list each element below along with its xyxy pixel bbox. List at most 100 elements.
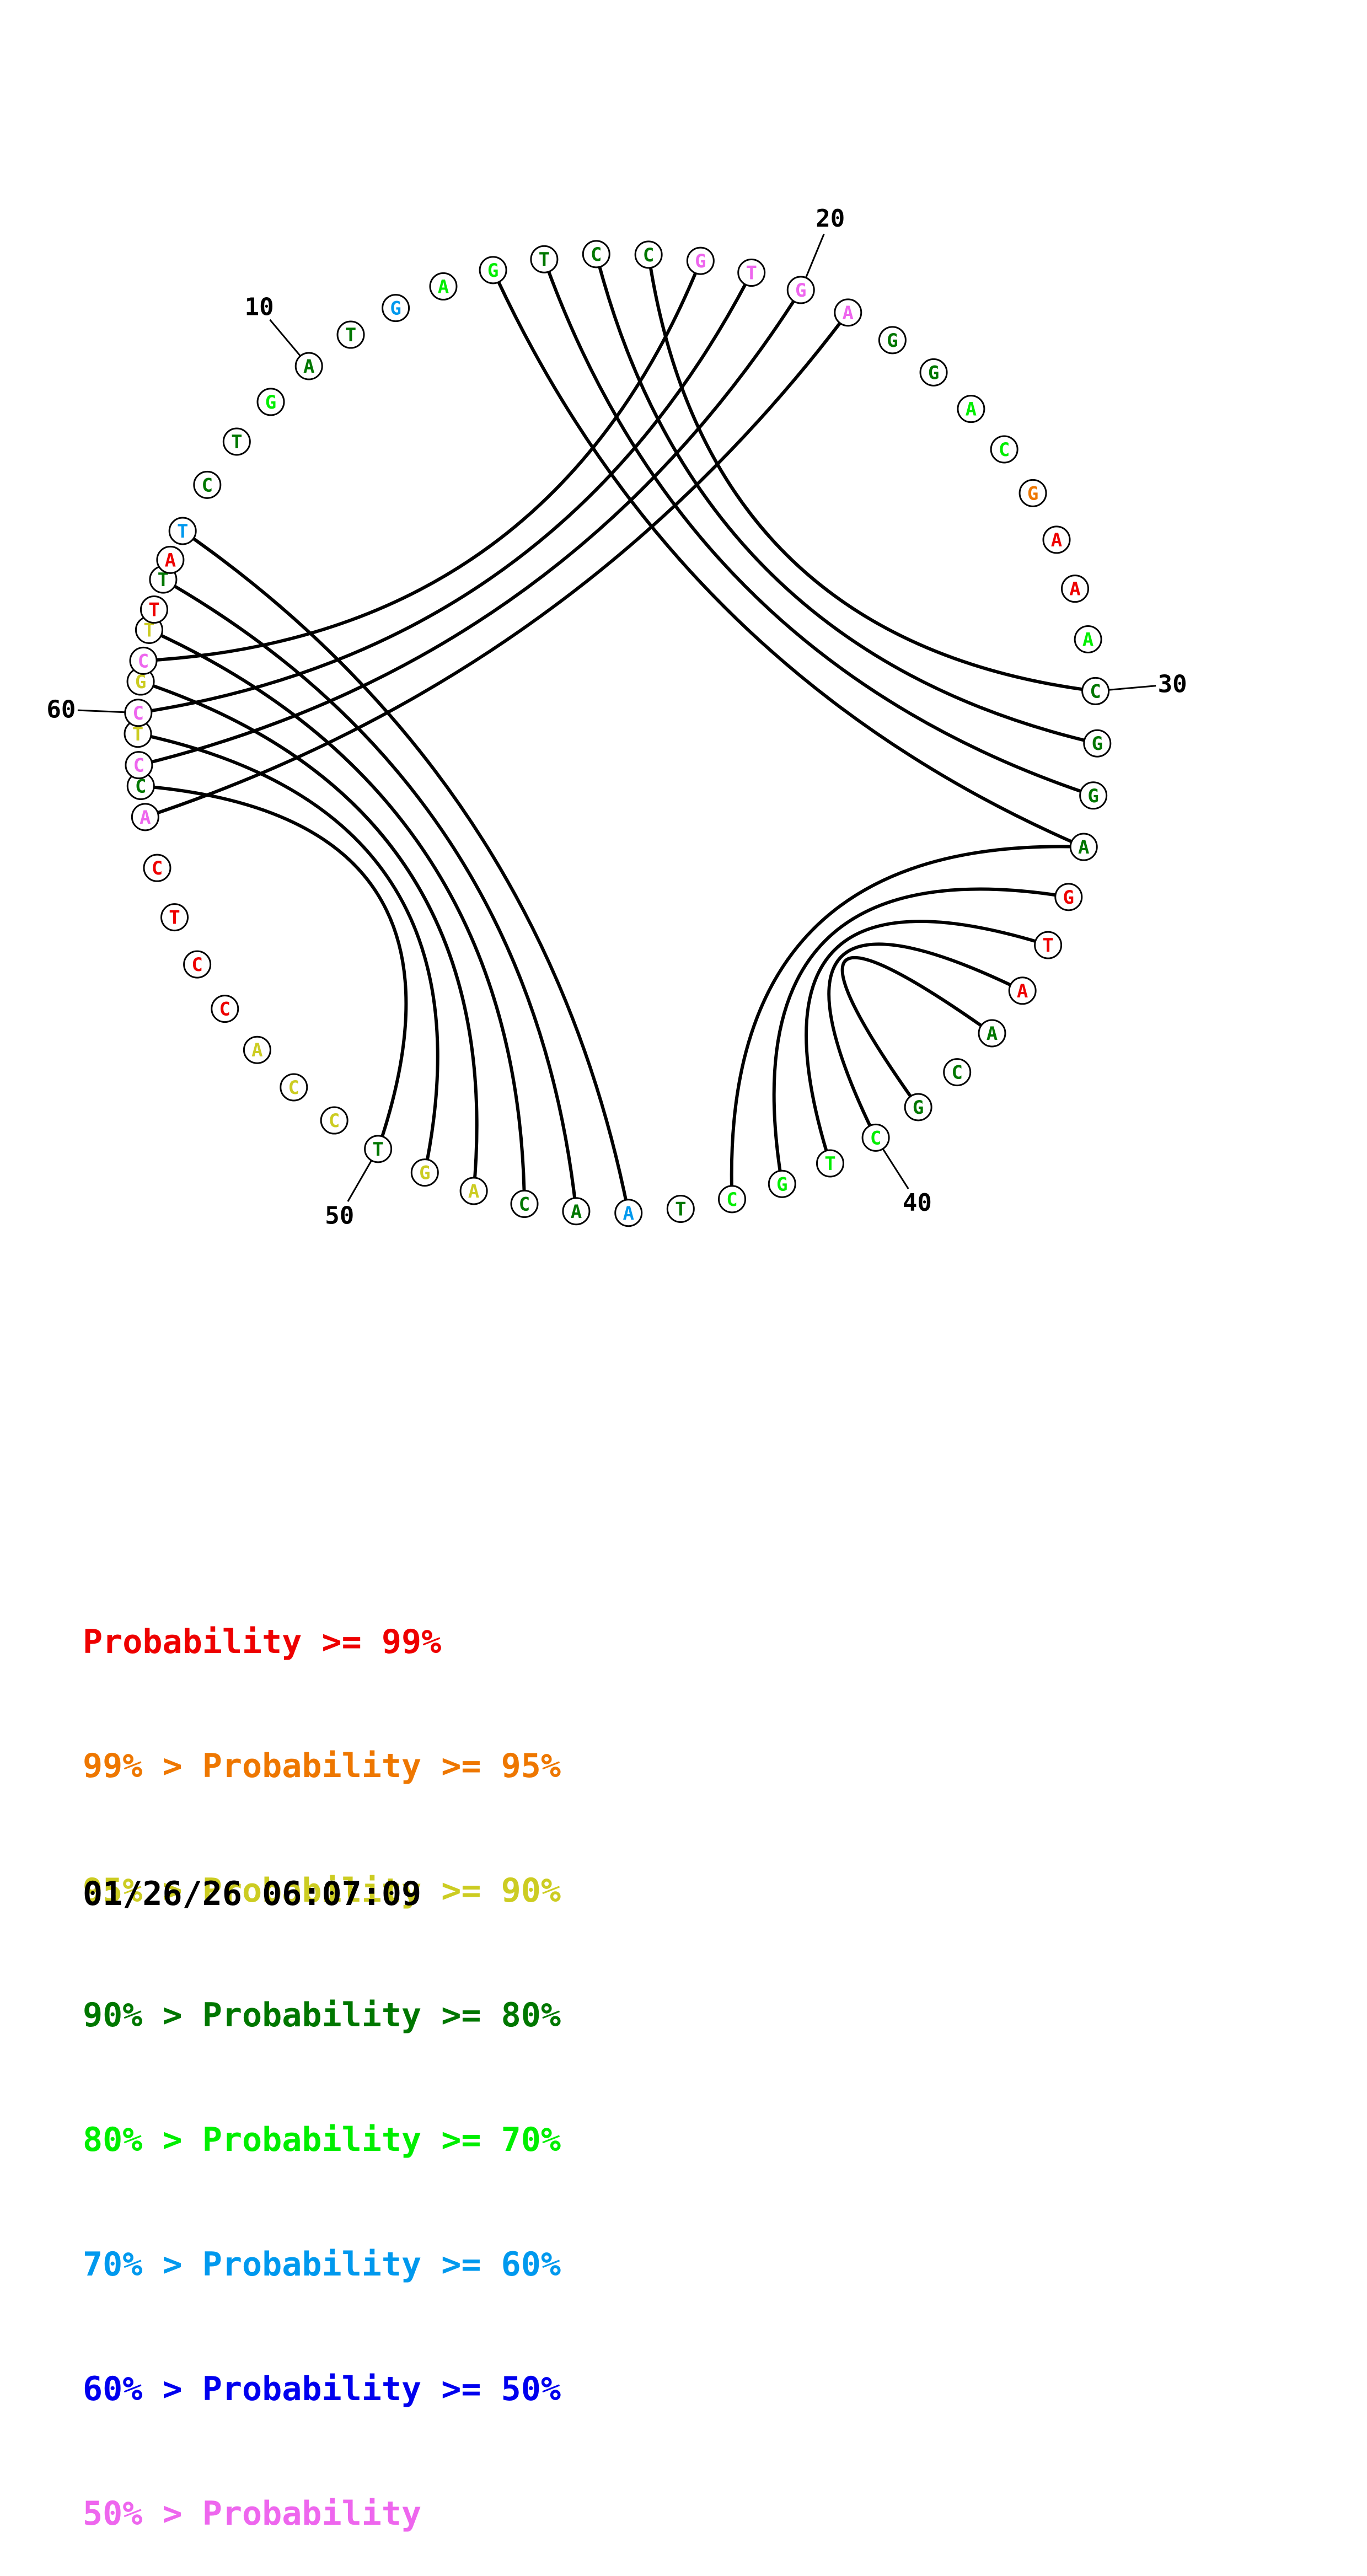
nucleotide-circle [1034, 931, 1063, 959]
nucleotide-letter: A [438, 276, 449, 298]
nucleotide-circle [143, 854, 171, 882]
nucleotide-circle [614, 1199, 643, 1227]
nucleotide: C [129, 646, 158, 675]
nucleotide: T [336, 320, 365, 349]
nucleotide: A [1008, 976, 1037, 1005]
nucleotide-circle [131, 803, 159, 831]
nucleotide: T [530, 245, 559, 273]
base-pair-arc [137, 732, 439, 1173]
legend-text: Probability [202, 2494, 422, 2533]
nucleotide-circle [243, 1035, 271, 1064]
nucleotide: C [211, 995, 239, 1023]
legend-row: Probability >= 99% [83, 1622, 561, 1663]
nucleotide: G [479, 256, 507, 285]
nucleotide-letter: G [487, 260, 498, 282]
nucleotide: G [904, 1093, 932, 1121]
nucleotide-letter: C [329, 1110, 340, 1132]
nucleotide: G [1018, 479, 1047, 507]
nucleotide: G [1054, 883, 1083, 911]
nucleotide-circle [1083, 729, 1112, 758]
nucleotide: C [143, 854, 171, 882]
base-pair-arc [140, 680, 479, 1192]
base-pair-arc [138, 272, 753, 715]
nucleotide: A [1042, 525, 1071, 554]
nucleotide-letter: G [928, 362, 939, 384]
nucleotide: T [816, 1149, 844, 1178]
nucleotide-circle [1061, 575, 1090, 603]
nucleotide-circle [364, 1135, 393, 1163]
nucleotide-letter: A [1069, 578, 1080, 600]
nucleotide: C [183, 950, 212, 979]
base-pair-arc [491, 269, 1085, 849]
position-label: 10 [245, 293, 274, 321]
nucleotide-letter: A [1082, 629, 1093, 651]
nucleotide-letter: A [468, 1180, 479, 1203]
position-tick [1108, 685, 1156, 691]
nucleotide-letter: C [519, 1193, 530, 1215]
nucleotide-letter: G [695, 250, 706, 272]
position-tick [882, 1148, 909, 1189]
nucleotide-circle [1079, 781, 1108, 810]
nucleotide-letter: T [143, 619, 154, 641]
nucleotide-circle [666, 1194, 695, 1223]
nucleotide-letter: C [152, 857, 163, 879]
nucleotide-letter: C [643, 244, 654, 266]
legend-row: 99% > Probability >= 95% [83, 1746, 561, 1787]
nucleotide: G [256, 388, 285, 416]
nucleotide: C [280, 1073, 308, 1102]
nucleotide-circle [834, 298, 862, 327]
nucleotide: T [1034, 931, 1063, 959]
nucleotide-letter: A [1017, 980, 1028, 1002]
nucleotide-circle [990, 435, 1018, 464]
legend-row: 60% > Probability >= 50% [83, 2369, 561, 2410]
nucleotide-circle [1069, 833, 1098, 861]
nucleotide: T [140, 595, 168, 624]
nucleotide-letter: T [148, 599, 159, 621]
base-pair-arc [730, 845, 1084, 1199]
legend-prefix: 95% > [83, 1871, 202, 1910]
nucleotide-letter: A [843, 302, 854, 324]
nucleotide: T [364, 1135, 393, 1163]
base-pair-arc [772, 887, 1069, 1184]
position-tick [805, 233, 825, 278]
nucleotide-circle [861, 1123, 890, 1152]
position-tick [347, 1160, 372, 1202]
nucleotide-circle [140, 595, 168, 624]
legend-text: Probability >= 99% [83, 1622, 442, 1661]
nucleotide: C [125, 751, 153, 780]
legend-prefix: 90% > [83, 1996, 202, 2035]
nucleotide: G [768, 1169, 796, 1198]
nucleotide-letter: T [132, 723, 143, 745]
nucleotide-circle [530, 245, 559, 273]
position-ticks: 10 20 30 40 50 60 [46, 205, 1187, 1230]
nucleotide-letter: T [169, 907, 180, 929]
nucleotide-letter: A [303, 356, 314, 378]
position-label: 30 [1158, 670, 1187, 699]
nucleotide-letter: T [824, 1153, 835, 1175]
legend-text: Probability >= 80% [202, 1996, 561, 2035]
position-label: 40 [903, 1189, 932, 1217]
nucleotide-letter: T [746, 262, 757, 285]
nucleotide-circle [256, 388, 285, 416]
nucleotide-circle [382, 294, 410, 323]
nucleotide-letter: A [571, 1201, 582, 1223]
nucleotide: A [834, 298, 862, 327]
nucleotide-letter: C [133, 755, 144, 777]
nucleotide: C [124, 699, 153, 727]
legend-prefix: 80% > [83, 2121, 202, 2160]
nucleotide-circle [768, 1169, 796, 1198]
base-pair-arc [181, 529, 630, 1214]
nucleotide-letter: G [795, 280, 806, 302]
nucleotide-circle [582, 240, 610, 269]
nucleotide-circle [1074, 625, 1102, 654]
nucleotide-circle [294, 352, 323, 380]
nucleotide-letter: T [675, 1198, 686, 1220]
nucleotide: A [562, 1197, 591, 1226]
nucleotide: C [1081, 677, 1110, 705]
nucleotide-letter: C [219, 999, 230, 1021]
nucleotide-letter: A [987, 1023, 998, 1045]
nucleotide: G [1079, 781, 1108, 810]
nucleotide-circle [479, 256, 507, 285]
nucleotide-circle [410, 1158, 439, 1187]
